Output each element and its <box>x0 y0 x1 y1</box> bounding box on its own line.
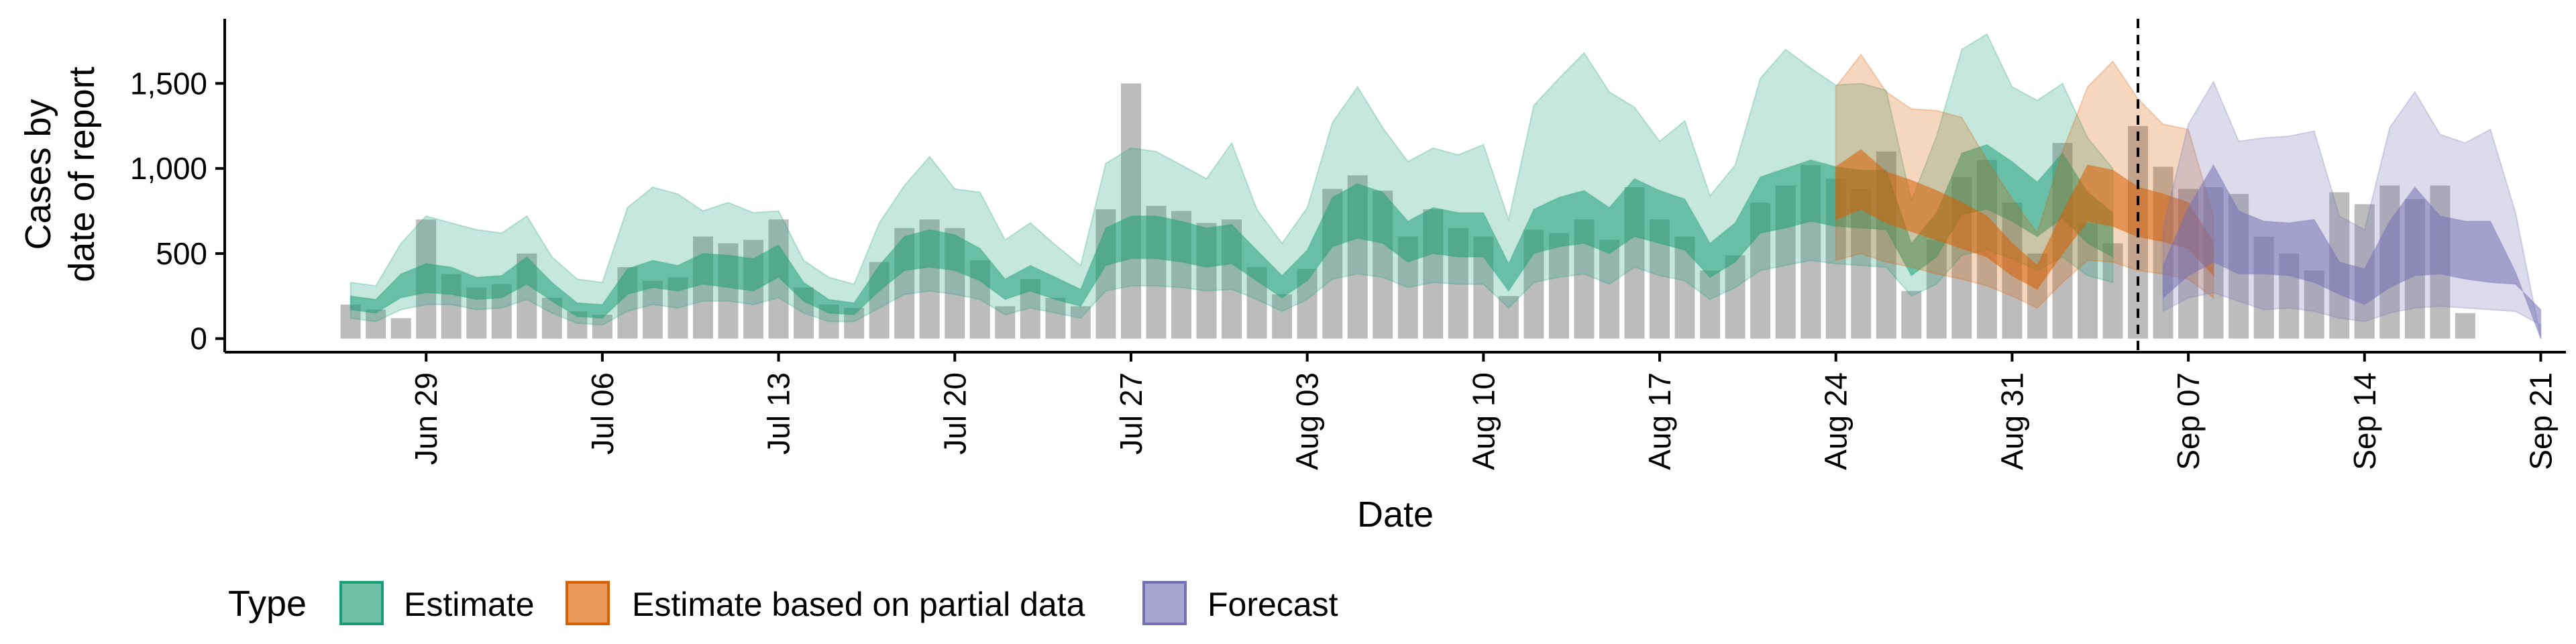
y-axis-ticks: 0 500 1,000 1,500 <box>130 66 225 356</box>
y-axis-label-line1: Cases by <box>18 99 58 250</box>
legend-label-forecast: Forecast <box>1208 586 1338 623</box>
bar <box>1498 296 1519 339</box>
y-tick-label: 1,500 <box>130 66 207 101</box>
bar <box>995 306 1016 339</box>
y-axis-label-line2: date of report <box>62 66 102 282</box>
estimate-ribbons <box>350 33 2542 339</box>
bar <box>390 318 411 339</box>
legend-label-partial: Estimate based on partial data <box>632 586 1085 623</box>
legend: Type Estimate Estimate based on partial … <box>228 581 1338 625</box>
x-tick-label: Jul 20 <box>937 372 972 455</box>
bar <box>2102 243 2123 339</box>
estimate-90-band <box>350 33 2114 326</box>
bar <box>366 309 386 339</box>
x-tick-label: Jul 13 <box>761 372 796 455</box>
forecast-50-band <box>2162 164 2542 339</box>
bar <box>1121 83 1141 339</box>
x-tick-label: Aug 03 <box>1290 372 1325 470</box>
y-tick-label: 500 <box>156 236 207 271</box>
x-axis-ticks: Jun 29 Jul 06 Jul 13 Jul 20 Jul 27 Aug 03 Aug … <box>409 352 2559 470</box>
x-tick-label: Sep 14 <box>2347 372 2382 470</box>
x-tick-label: Aug 31 <box>1994 372 2029 470</box>
y-tick-label: 1,000 <box>130 151 207 186</box>
estimate-50-band <box>350 144 2114 319</box>
bar <box>1045 297 1066 339</box>
x-axis-label: Date <box>1357 494 1434 535</box>
bar <box>592 315 612 339</box>
x-tick-label: Sep 21 <box>2524 372 2559 470</box>
bar <box>1700 270 1721 339</box>
x-tick-label: Aug 24 <box>1819 372 1854 470</box>
bar <box>1901 290 1922 339</box>
estimate-based-on-partial-data-50-band <box>1835 149 2214 290</box>
legend-label-estimate: Estimate <box>404 586 535 623</box>
bar <box>1272 294 1293 339</box>
x-tick-label: Jul 06 <box>585 372 620 455</box>
legend-title: Type <box>228 584 307 624</box>
bar <box>2455 313 2475 339</box>
bar <box>1070 306 1091 339</box>
legend-swatch-forecast <box>1142 581 1187 625</box>
x-tick-label: Aug 17 <box>1642 372 1677 470</box>
legend-swatch-estimate <box>339 581 384 625</box>
y-tick-label: 0 <box>190 321 207 356</box>
bar <box>1725 255 1746 339</box>
bar <box>1548 233 1569 339</box>
x-tick-label: Jun 29 <box>409 372 443 465</box>
bar <box>1599 239 1619 339</box>
bar <box>642 280 663 339</box>
x-tick-label: Sep 07 <box>2171 372 2206 470</box>
estimate-based-on-partial-data-90-band <box>1835 53 2214 309</box>
x-tick-label: Aug 10 <box>1466 372 1501 470</box>
x-tick-label: Jul 27 <box>1114 372 1148 455</box>
legend-swatch-partial <box>566 581 610 625</box>
